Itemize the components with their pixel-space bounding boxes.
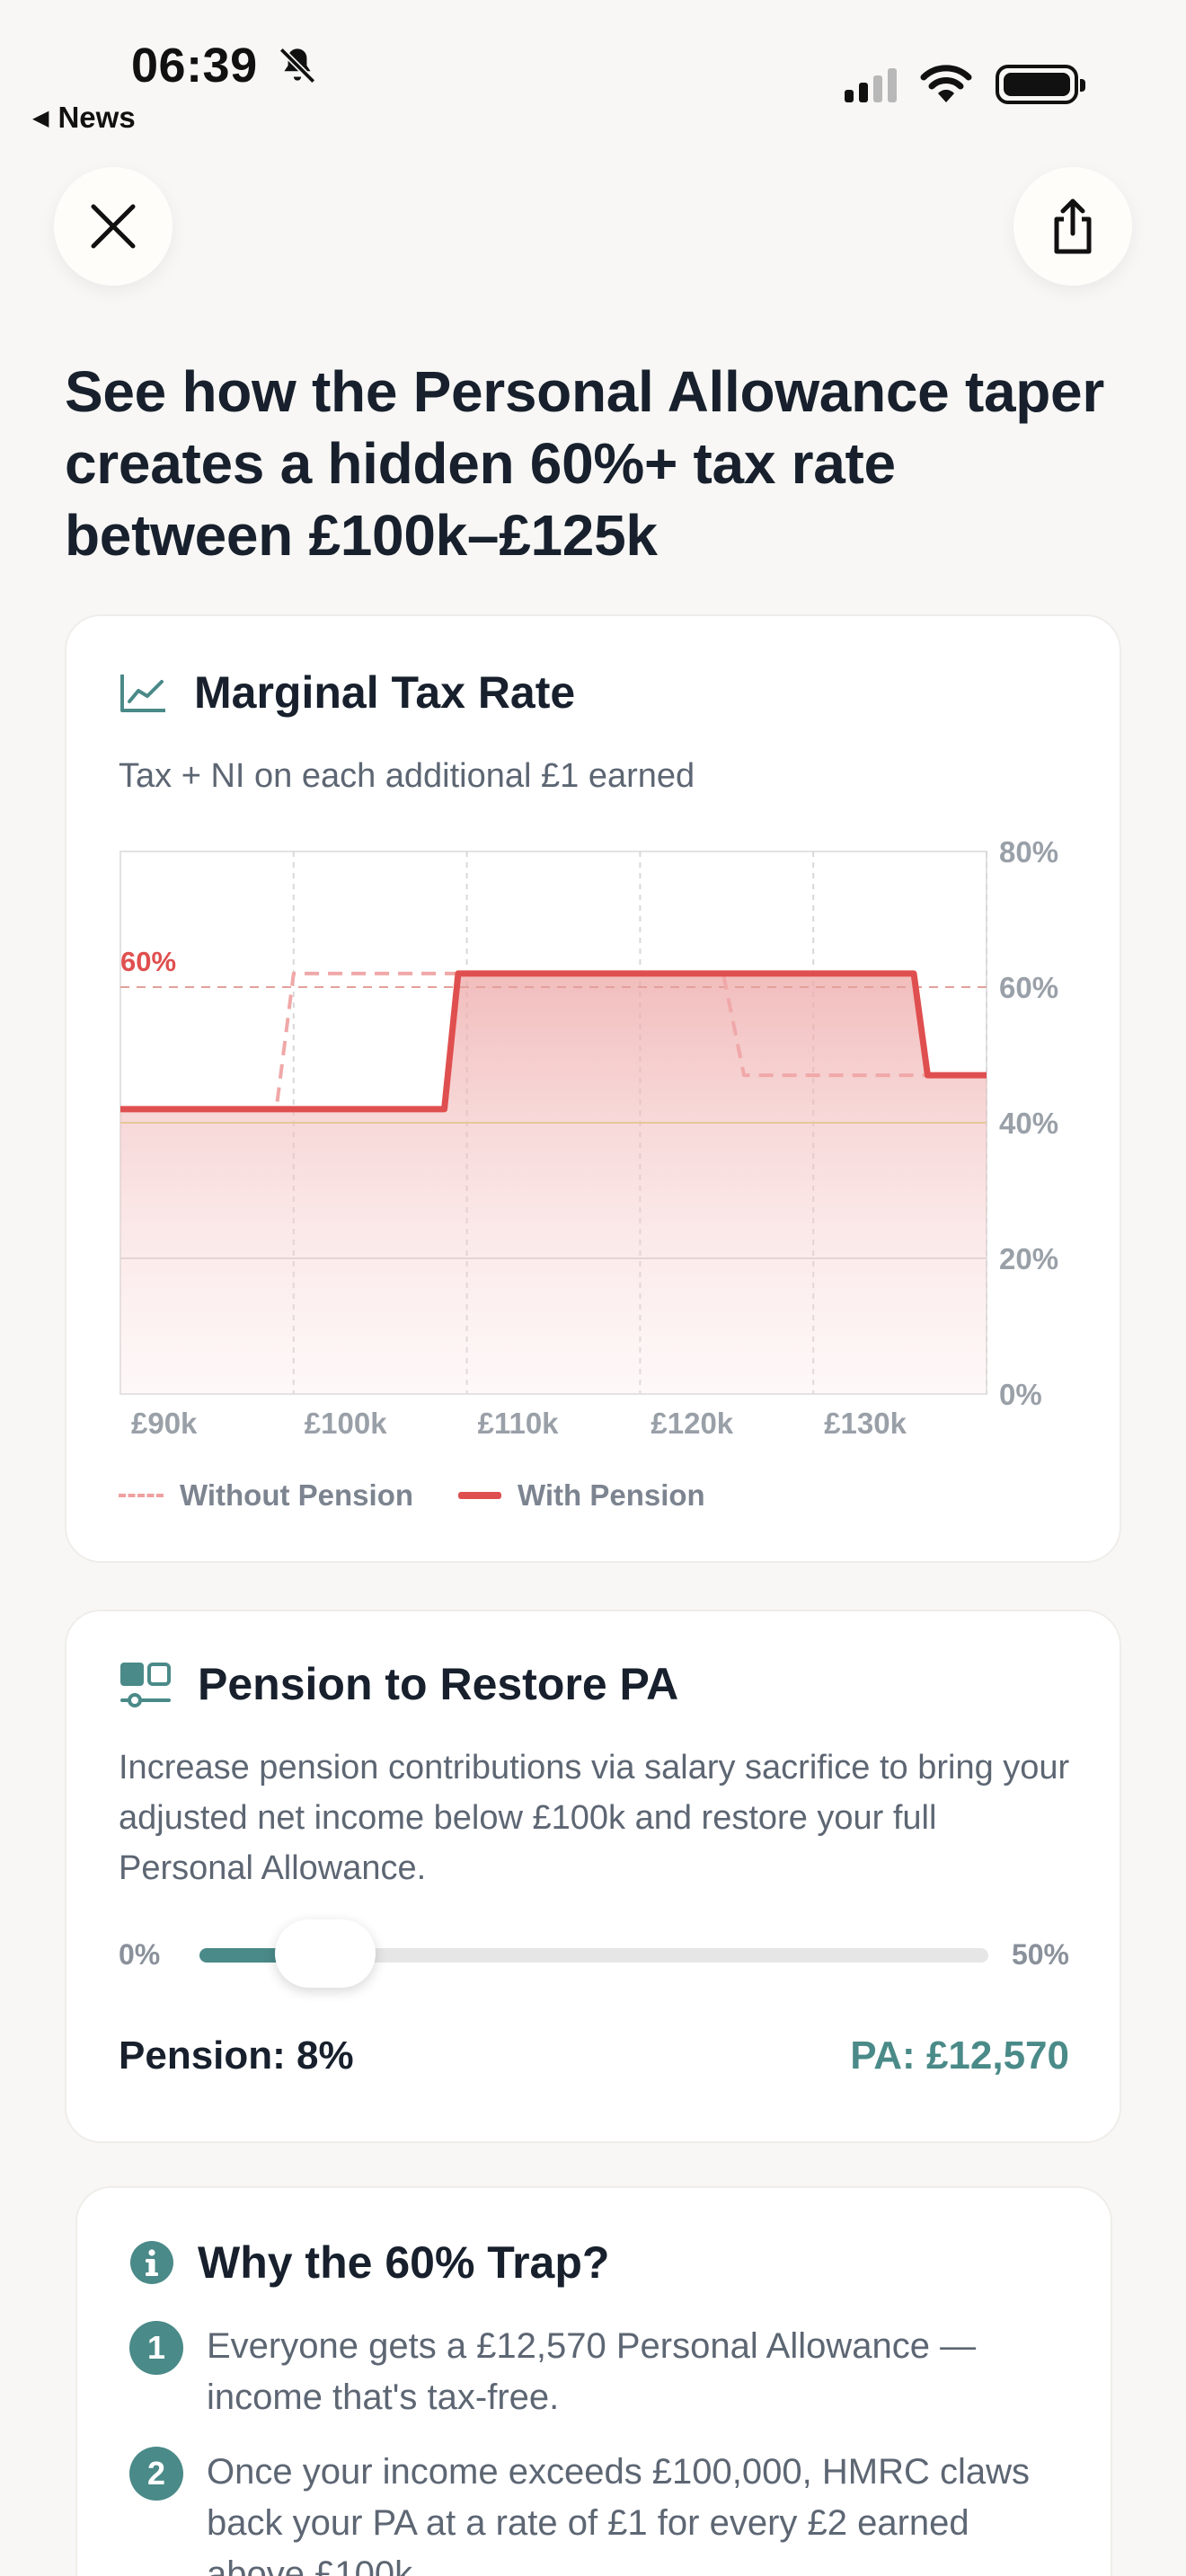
- status-time: 06:39: [131, 39, 258, 93]
- step-text: Once your income exceeds £100,000, HMRC …: [207, 2452, 1030, 2576]
- chart-x-tick-label: £130k: [824, 1407, 907, 1440]
- pension-card-title: Pension to Restore PA: [198, 1659, 679, 1709]
- tax-card-subtitle: Tax + NI on each additional £1 earned: [119, 757, 695, 795]
- chart-y-tick-label: 0%: [999, 1378, 1042, 1411]
- chart-x-tick-label: £90k: [131, 1407, 198, 1440]
- legend-with-pension: With Pension: [458, 1478, 705, 1513]
- pension-slider-row: 0% 50%: [119, 1919, 1069, 1988]
- chart-x-tick-label: £120k: [651, 1407, 733, 1440]
- legend-label-with-pension: With Pension: [518, 1478, 705, 1512]
- close-icon: [91, 204, 136, 249]
- chart-x-tick-label: £100k: [305, 1407, 387, 1440]
- slider-min-label: 0%: [119, 1938, 161, 1971]
- why-trap-card: Why the 60% Trap? 1 Everyone gets a £12,…: [75, 2186, 1112, 2576]
- back-to-app-link[interactable]: ◀ News: [32, 101, 136, 135]
- trap-card-title: Why the 60% Trap?: [198, 2237, 610, 2288]
- legend-label-without-pension: Without Pension: [180, 1478, 414, 1512]
- step-number-badge: 2: [129, 2447, 183, 2501]
- with-pension-line: [120, 970, 987, 1113]
- step-number-badge: 1: [129, 2321, 183, 2375]
- back-app-label: News: [58, 101, 136, 134]
- close-button[interactable]: [54, 167, 173, 286]
- share-button[interactable]: [1013, 167, 1132, 286]
- line-chart-icon: [120, 675, 165, 712]
- share-icon: [1054, 198, 1092, 254]
- chart-x-tick-label: £110k: [478, 1407, 560, 1440]
- marginal-tax-rate-chart: £90k £100k £110k £120k £130k 80% 60% 40% 20% 0% 60…: [119, 835, 1058, 1440]
- pension-slider[interactable]: [199, 1919, 988, 1988]
- legend-solid-swatch: [458, 1492, 502, 1499]
- marginal-tax-rate-card: Marginal Tax Rate Tax + NI on each addit…: [65, 614, 1121, 1563]
- info-icon: [130, 2241, 173, 2284]
- page-headline: See how the Personal Allowance taper cre…: [65, 359, 1104, 568]
- chart-y-tick-label: 80%: [999, 835, 1058, 869]
- status-indicators: [845, 65, 1085, 104]
- pension-result-row: Pension: 8% PA: £12,570: [119, 2033, 1069, 2078]
- chart-y-tick-label: 20%: [999, 1242, 1058, 1275]
- slider-max-label: 50%: [1011, 1938, 1069, 1971]
- with-pension-area: [120, 973, 987, 1394]
- pension-slider-thumb[interactable]: [275, 1919, 376, 1988]
- pension-restore-card: Pension to Restore PA Increase pension c…: [65, 1610, 1121, 2143]
- list-item: 1 Everyone gets a £12,570 Personal Allow…: [129, 2321, 1051, 2423]
- step-text: Everyone gets a £12,570 Personal Allowan…: [207, 2326, 977, 2417]
- tax-card-title: Marginal Tax Rate: [194, 667, 576, 718]
- chart-y-tick-label: 40%: [999, 1107, 1058, 1140]
- wifi-icon: [920, 65, 972, 102]
- bell-slash-icon: [279, 47, 316, 84]
- personal-allowance-value: PA: £12,570: [850, 2033, 1069, 2078]
- cellular-signal-icon: [845, 66, 897, 102]
- chart-y-tick-label: 60%: [999, 971, 1058, 1004]
- pension-card-description: Increase pension contributions via salar…: [119, 1749, 1070, 1887]
- toggle-panel-icon: [120, 1663, 171, 1707]
- chart-60-percent-marker: 60%: [120, 946, 176, 977]
- back-triangle-icon: ◀: [32, 105, 49, 130]
- chart-legend: Without Pension With Pension: [119, 1478, 705, 1513]
- list-item: 2 Once your income exceeds £100,000, HMR…: [129, 2447, 1051, 2576]
- battery-icon: [996, 65, 1085, 104]
- legend-without-pension: Without Pension: [119, 1478, 413, 1513]
- legend-dashed-swatch: [119, 1494, 164, 1497]
- pension-percentage-value: Pension: 8%: [119, 2033, 354, 2078]
